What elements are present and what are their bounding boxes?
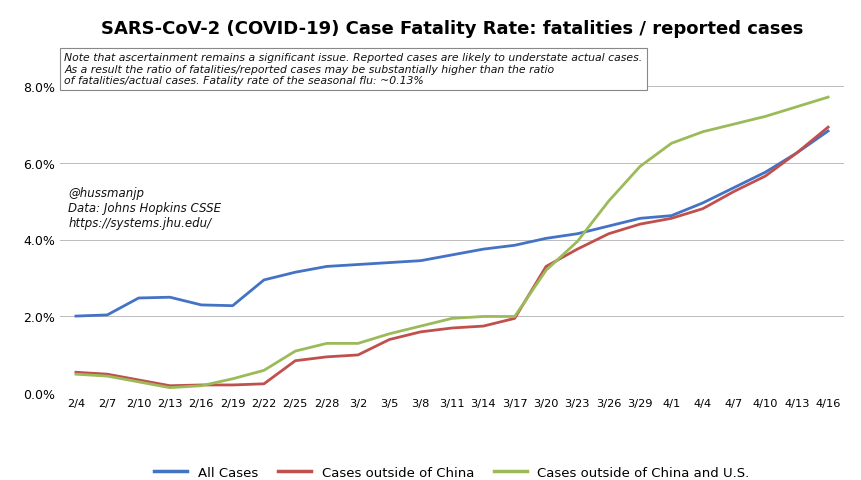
Text: Note that ascertainment remains a significant issue. Reported cases are likely t: Note that ascertainment remains a signif… (65, 53, 642, 86)
Text: @hussmanjp
Data: Johns Hopkins CSSE
https://systems.jhu.edu/: @hussmanjp Data: Johns Hopkins CSSE http… (68, 186, 221, 229)
Legend: All Cases, Cases outside of China, Cases outside of China and U.S.: All Cases, Cases outside of China, Cases… (149, 460, 755, 480)
Title: SARS-CoV-2 (COVID-19) Case Fatality Rate: fatalities / reported cases: SARS-CoV-2 (COVID-19) Case Fatality Rate… (101, 20, 803, 38)
